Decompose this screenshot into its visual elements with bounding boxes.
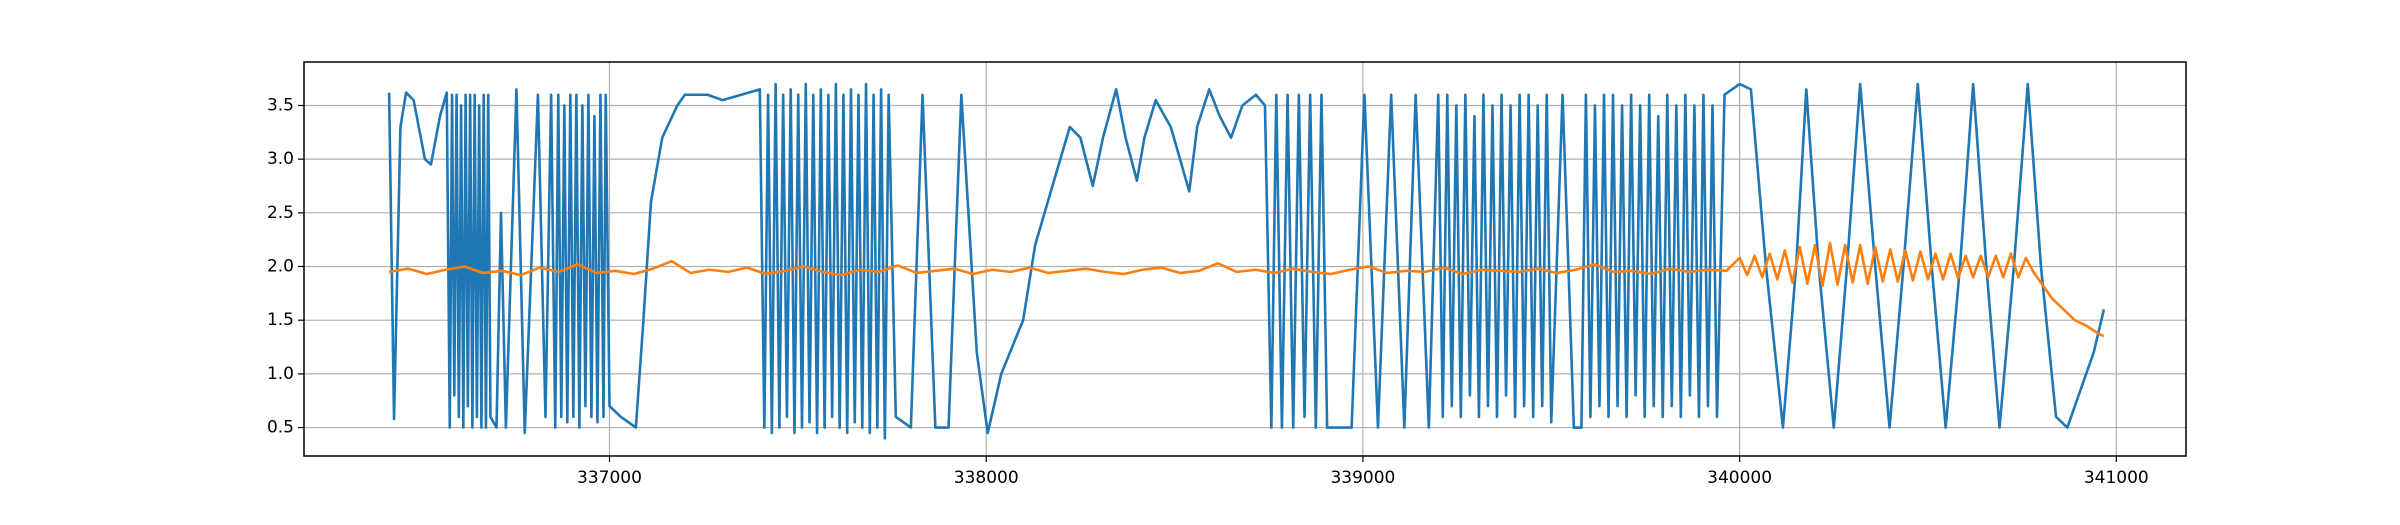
- y-tick-label: 3.5: [267, 95, 294, 115]
- x-tick-label: 341000: [2084, 468, 2149, 488]
- x-tick-label: 337000: [577, 468, 642, 488]
- data-line: [387, 82, 2106, 440]
- axes-frame: [303, 61, 2187, 457]
- y-tick-label: 0.5: [267, 418, 294, 438]
- y-tick-label: 3.0: [267, 149, 294, 169]
- y-tick-label: 2.5: [267, 203, 294, 223]
- x-tick-label: 340000: [1707, 468, 1772, 488]
- plot-area: [387, 82, 2106, 440]
- y-tick-label: 1.0: [267, 364, 294, 384]
- ticks: 337000 338000 339000 340000 341000 0.5 1.0 1.5 2…: [267, 95, 2149, 488]
- x-tick-label: 338000: [954, 468, 1019, 488]
- y-tick-label: 2.0: [267, 257, 294, 277]
- data-line: [388, 241, 2105, 338]
- y-tick-label: 1.5: [267, 310, 294, 330]
- x-tick-label: 339000: [1330, 468, 1395, 488]
